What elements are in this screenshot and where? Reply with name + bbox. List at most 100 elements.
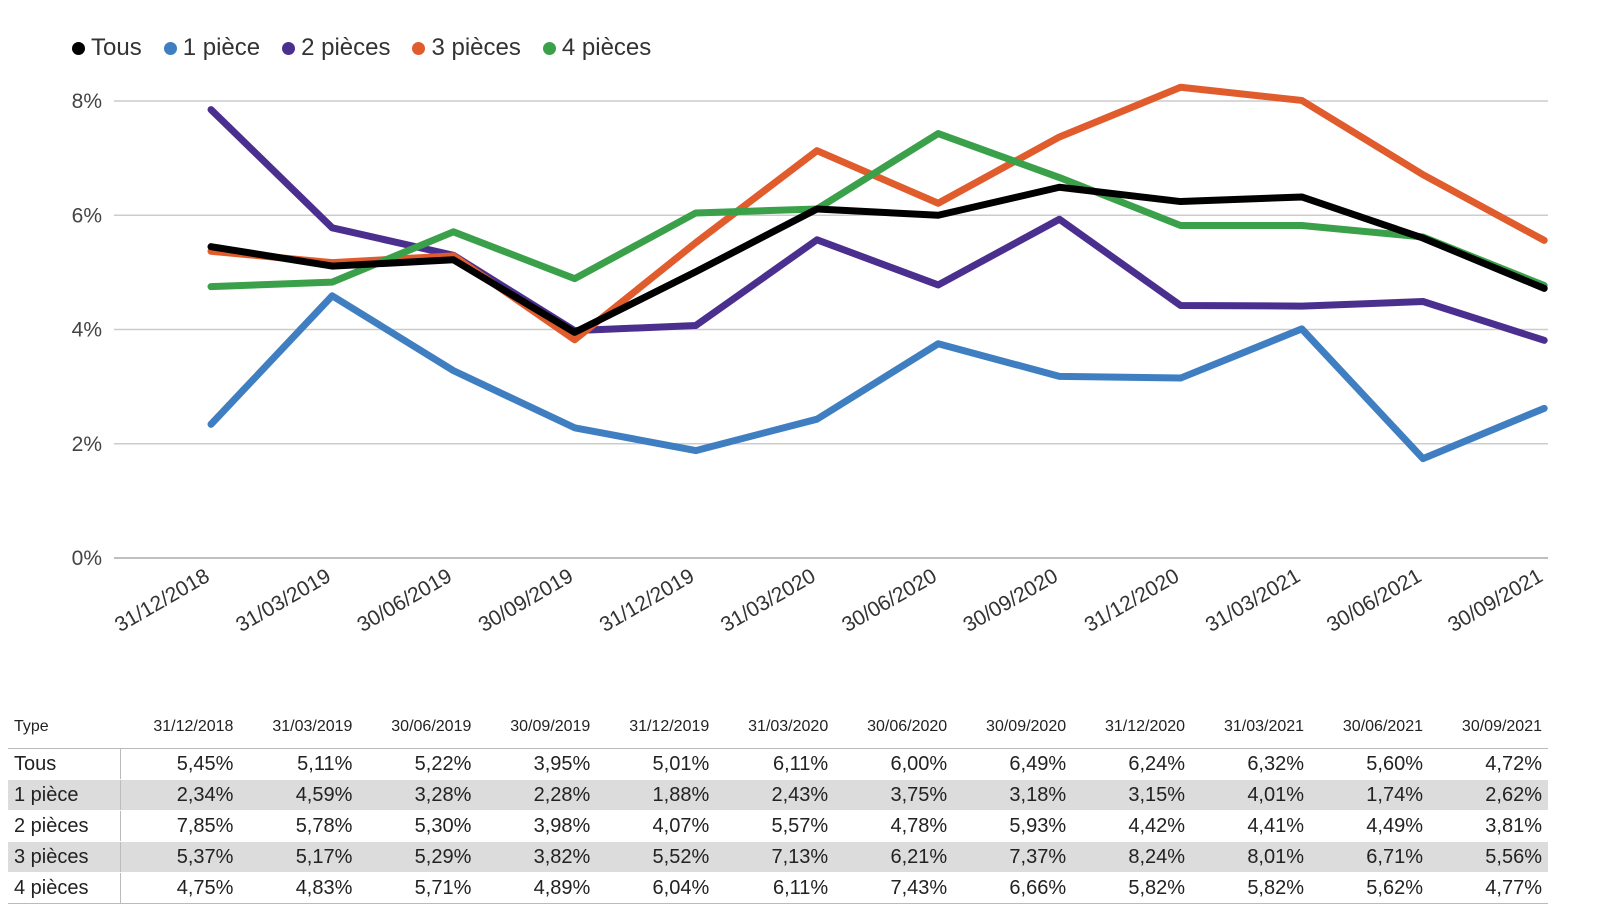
legend-dot bbox=[72, 41, 85, 55]
table-cell: 6,04% bbox=[596, 872, 716, 904]
table-cell: 4,83% bbox=[239, 872, 359, 904]
table-header-date: 30/06/2019 bbox=[391, 718, 472, 735]
y-tick-label: 0% bbox=[72, 547, 102, 570]
table-row: 3 pièces 5,37% 5,17% 5,29% 3,82% 5,52% 7,13% 6,… bbox=[8, 841, 1548, 873]
table-cell: 1,74% bbox=[1310, 779, 1429, 811]
table-header-date: 30/06/2020 bbox=[867, 718, 948, 735]
legend-dot bbox=[163, 41, 177, 55]
legend-item: Tous bbox=[72, 34, 142, 62]
legend-label: 2 pièces bbox=[301, 34, 391, 61]
table-cell: 4,89% bbox=[477, 872, 597, 904]
table-cell: 6,49% bbox=[953, 748, 1073, 780]
table-cell: 4,49% bbox=[1310, 810, 1429, 842]
table-header-row: Type 31/12/2018 31/03/2019 30/06/2019 30/09/… bbox=[8, 714, 1548, 749]
table-header-date: 31/03/2021 bbox=[1223, 718, 1305, 735]
table-cell: 3,81% bbox=[1428, 810, 1548, 842]
legend-item: 4 pièces bbox=[542, 34, 652, 62]
table-cell: 3,28% bbox=[358, 779, 478, 811]
table-cell: 5,57% bbox=[715, 810, 835, 842]
data-table: Type 31/12/2018 31/03/2019 30/06/2019 30/09/… bbox=[8, 714, 1548, 904]
legend-dot bbox=[542, 41, 556, 55]
row-label: 4 pièces bbox=[8, 872, 121, 904]
table-cell: 5,52% bbox=[596, 841, 716, 873]
table-cell: 7,43% bbox=[834, 872, 954, 904]
table-header-date: 30/09/2020 bbox=[986, 718, 1067, 735]
table-header-date: 31/12/2019 bbox=[629, 718, 710, 735]
series-line-2 bbox=[207, 106, 1548, 344]
table-cell: 6,11% bbox=[715, 872, 835, 904]
x-tick-label: 30/09/2021 bbox=[1444, 564, 1547, 636]
table-cell: 5,62% bbox=[1310, 872, 1429, 904]
row-label: Tous bbox=[8, 748, 121, 780]
table-cell: 4,59% bbox=[239, 779, 359, 811]
x-tick-label: 31/12/2020 bbox=[1081, 564, 1184, 636]
table-cell: 8,24% bbox=[1072, 841, 1192, 873]
table-cell: 5,56% bbox=[1428, 841, 1548, 873]
legend-item: 3 pièces bbox=[412, 34, 521, 62]
table-cell: 4,77% bbox=[1428, 872, 1548, 904]
legend-dot bbox=[282, 41, 296, 55]
row-label: 2 pièces bbox=[8, 810, 121, 842]
legend-item: 1 pièce bbox=[163, 34, 261, 62]
table-cell: 4,42% bbox=[1072, 810, 1192, 842]
table-cell: 3,98% bbox=[477, 810, 597, 842]
row-label: 3 pièces bbox=[8, 841, 121, 873]
legend-label: 4 pièces bbox=[561, 34, 652, 61]
table-header-date: 30/09/2019 bbox=[510, 718, 591, 735]
table-cell: 6,71% bbox=[1310, 841, 1429, 873]
series-line-0 bbox=[207, 183, 1548, 336]
y-tick-label: 2% bbox=[72, 433, 102, 456]
table-cell: 6,24% bbox=[1072, 748, 1192, 780]
x-tick-label: 31/03/2019 bbox=[232, 564, 335, 636]
legend-label: 1 pièce bbox=[182, 34, 261, 61]
series-line-3 bbox=[207, 83, 1548, 344]
table-cell: 7,13% bbox=[715, 841, 835, 873]
table-header-date: 31/12/2020 bbox=[1105, 718, 1186, 735]
y-tick-label: 6% bbox=[72, 204, 102, 227]
table-header-date: 31/12/2018 bbox=[153, 718, 234, 735]
table-cell: 5,60% bbox=[1310, 748, 1429, 780]
table-body: Tous 5,45% 5,11% 5,22% 3,95% 5,01% 6,11% 6,00% 6… bbox=[8, 748, 1548, 904]
table-cell: 4,75% bbox=[120, 872, 240, 904]
table-cell: 3,95% bbox=[477, 748, 597, 780]
table-cell: 1,88% bbox=[596, 779, 716, 811]
table-cell: 3,15% bbox=[1072, 779, 1192, 811]
y-tick-label: 8% bbox=[72, 90, 102, 113]
table-cell: 4,78% bbox=[834, 810, 954, 842]
table-cell: 5,30% bbox=[358, 810, 478, 842]
chart-legend: Tous 1 pièce 2 pièces 3 pièces 4 pièces bbox=[72, 34, 651, 62]
table-cell: 2,62% bbox=[1428, 779, 1548, 811]
table-cell: 7,85% bbox=[120, 810, 240, 842]
x-tick-label: 30/06/2019 bbox=[353, 564, 456, 636]
x-tick-label: 30/06/2021 bbox=[1323, 564, 1426, 636]
x-tick-label: 30/06/2020 bbox=[838, 564, 941, 636]
table-cell: 5,45% bbox=[120, 748, 240, 780]
table-cell: 2,43% bbox=[715, 779, 835, 811]
table-cell: 6,00% bbox=[834, 748, 954, 780]
table-cell: 8,01% bbox=[1191, 841, 1311, 873]
series-line-4 bbox=[207, 130, 1548, 291]
table-cell: 5,93% bbox=[953, 810, 1073, 842]
table-cell: 5,78% bbox=[239, 810, 359, 842]
y-tick-label: 4% bbox=[72, 319, 102, 342]
x-tick-label: 31/03/2021 bbox=[1202, 564, 1305, 636]
table-cell: 2,34% bbox=[120, 779, 240, 811]
table-header-date: 30/06/2021 bbox=[1342, 718, 1423, 735]
table-cell: 3,75% bbox=[834, 779, 954, 811]
table-cell: 4,01% bbox=[1191, 779, 1311, 811]
legend-label: Tous bbox=[91, 34, 142, 61]
table-cell: 6,66% bbox=[953, 872, 1073, 904]
table-cell: 2,28% bbox=[477, 779, 597, 811]
table-header-type: Type bbox=[14, 718, 49, 735]
table-cell: 6,32% bbox=[1191, 748, 1311, 780]
table-cell: 5,82% bbox=[1072, 872, 1192, 904]
table-row: 4 pièces 4,75% 4,83% 5,71% 4,89% 6,04% 6,11% 7,… bbox=[8, 872, 1548, 904]
line-chart: 0% 2% 4% 6% 8% 31/12/2018 31/03/2019 30/06/2019… bbox=[72, 83, 1548, 637]
legend-label: 3 pièces bbox=[431, 34, 521, 61]
row-label: 1 pièce bbox=[8, 779, 121, 811]
table-cell: 5,17% bbox=[239, 841, 359, 873]
table-row: Tous 5,45% 5,11% 5,22% 3,95% 5,01% 6,11% 6,00% 6… bbox=[8, 748, 1548, 780]
table-cell: 5,71% bbox=[358, 872, 478, 904]
table-cell: 7,37% bbox=[953, 841, 1073, 873]
table-header-date: 31/03/2019 bbox=[272, 718, 353, 735]
